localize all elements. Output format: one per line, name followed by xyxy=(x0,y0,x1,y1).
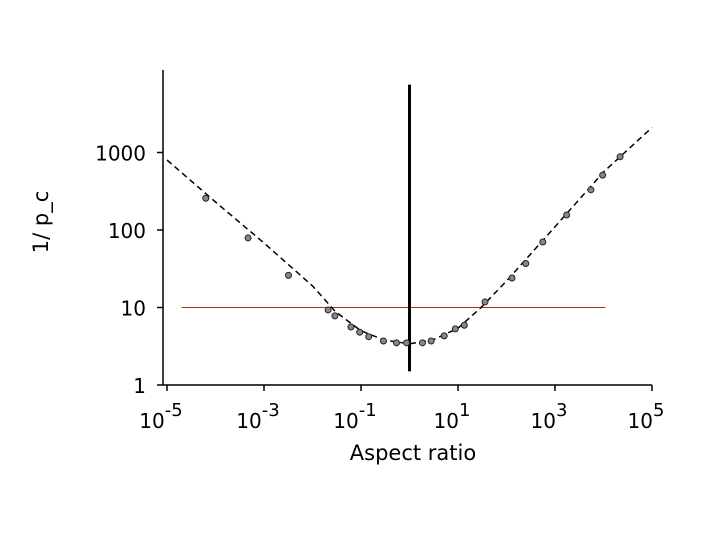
data-point xyxy=(481,298,489,306)
data-point xyxy=(599,171,607,179)
tick-exponent: 3 xyxy=(556,400,567,421)
x-tick-label: 101 xyxy=(434,400,471,433)
tick-base: 10 xyxy=(236,409,261,433)
tick-exponent: -3 xyxy=(262,400,280,421)
tick-base: 10 xyxy=(434,409,459,433)
x-tick-label: 103 xyxy=(531,400,568,433)
y-tick-label: 1 xyxy=(133,374,146,398)
data-point xyxy=(393,339,401,347)
data-point xyxy=(379,337,387,345)
data-point xyxy=(418,339,426,347)
x-tick-label: 10-5 xyxy=(139,400,182,433)
data-point xyxy=(563,211,571,219)
x-tick-label: 10-3 xyxy=(236,400,279,433)
x-tick-label: 10-1 xyxy=(333,400,376,433)
data-point xyxy=(460,321,468,329)
data-point xyxy=(539,238,547,246)
y-axis-label: 1/ p_c xyxy=(29,191,54,254)
tick-exponent: -5 xyxy=(165,400,183,421)
data-point xyxy=(324,306,332,314)
data-point xyxy=(356,328,364,336)
tick-base: 10 xyxy=(139,409,164,433)
data-point xyxy=(244,234,252,242)
tick-base: 10 xyxy=(333,409,358,433)
data-point xyxy=(202,194,210,202)
y-tick-label: 10 xyxy=(121,297,146,321)
data-point xyxy=(508,274,516,282)
data-point xyxy=(522,259,530,267)
data-point xyxy=(451,325,459,333)
data-point xyxy=(331,312,339,320)
data-point xyxy=(587,186,595,194)
tick-base: 10 xyxy=(531,409,556,433)
tick-exponent: 1 xyxy=(459,400,470,421)
data-point xyxy=(440,332,448,340)
tick-exponent: -1 xyxy=(359,400,377,421)
data-point xyxy=(284,271,292,279)
data-point xyxy=(427,337,435,345)
x-axis-label: Aspect ratio xyxy=(350,441,476,465)
y-tick-label: 1000 xyxy=(95,142,146,166)
tick-base: 10 xyxy=(628,409,653,433)
data-point xyxy=(365,333,373,341)
x-tick-label: 105 xyxy=(628,400,665,433)
tick-exponent: 5 xyxy=(653,400,664,421)
y-tick-label: 100 xyxy=(108,219,146,243)
data-point xyxy=(616,153,624,161)
data-point xyxy=(347,323,355,331)
data-point xyxy=(403,339,411,347)
